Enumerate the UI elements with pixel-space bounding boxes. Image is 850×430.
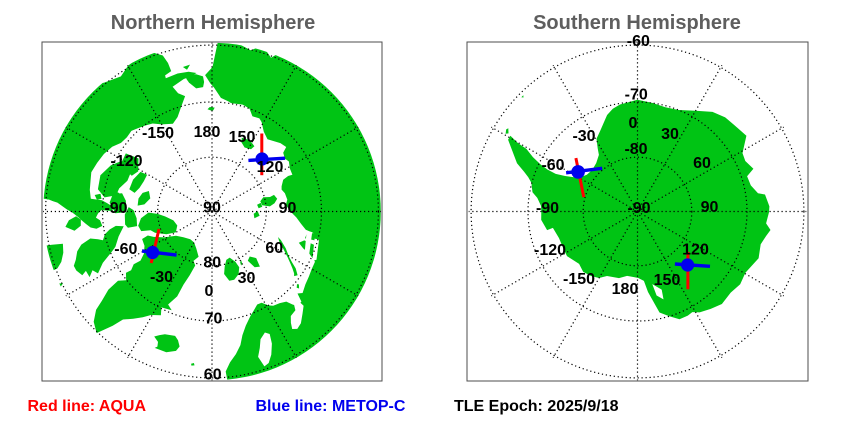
svg-text:Southern Hemisphere: Southern Hemisphere: [533, 12, 741, 34]
svg-text:150: 150: [654, 272, 681, 289]
svg-text:Red line: AQUA: Red line: AQUA: [28, 398, 147, 415]
svg-text:-60: -60: [627, 33, 650, 50]
svg-text:-120: -120: [534, 242, 566, 259]
svg-text:Blue line: METOP-C: Blue line: METOP-C: [256, 398, 406, 415]
svg-text:-60: -60: [541, 157, 564, 174]
svg-text:60: 60: [204, 366, 222, 383]
svg-text:-150: -150: [142, 125, 174, 142]
svg-text:-120: -120: [110, 153, 142, 170]
svg-text:Northern Hemisphere: Northern Hemisphere: [111, 12, 316, 34]
svg-text:90: 90: [701, 199, 719, 216]
svg-text:30: 30: [661, 126, 679, 143]
svg-text:-150: -150: [563, 271, 595, 288]
svg-text:0: 0: [205, 283, 214, 300]
svg-text:180: 180: [612, 281, 639, 298]
svg-text:90: 90: [203, 199, 221, 216]
svg-text:60: 60: [693, 155, 711, 172]
svg-text:TLE Epoch: 2025/9/18: TLE Epoch: 2025/9/18: [454, 398, 619, 415]
svg-text:-80: -80: [624, 141, 647, 158]
svg-text:0: 0: [629, 115, 638, 132]
svg-text:-90: -90: [627, 200, 650, 217]
svg-text:70: 70: [205, 310, 223, 327]
svg-text:150: 150: [229, 129, 256, 146]
svg-text:-60: -60: [114, 241, 137, 258]
svg-text:60: 60: [265, 240, 283, 257]
svg-text:120: 120: [682, 242, 709, 259]
svg-text:80: 80: [203, 254, 221, 271]
svg-text:30: 30: [238, 270, 256, 287]
svg-text:-90: -90: [104, 200, 127, 217]
svg-text:-70: -70: [625, 86, 648, 103]
svg-text:90: 90: [279, 200, 297, 217]
svg-text:180: 180: [194, 124, 221, 141]
svg-text:-30: -30: [150, 269, 173, 286]
svg-text:120: 120: [257, 159, 284, 176]
svg-text:-90: -90: [536, 200, 559, 217]
svg-text:-30: -30: [572, 128, 595, 145]
